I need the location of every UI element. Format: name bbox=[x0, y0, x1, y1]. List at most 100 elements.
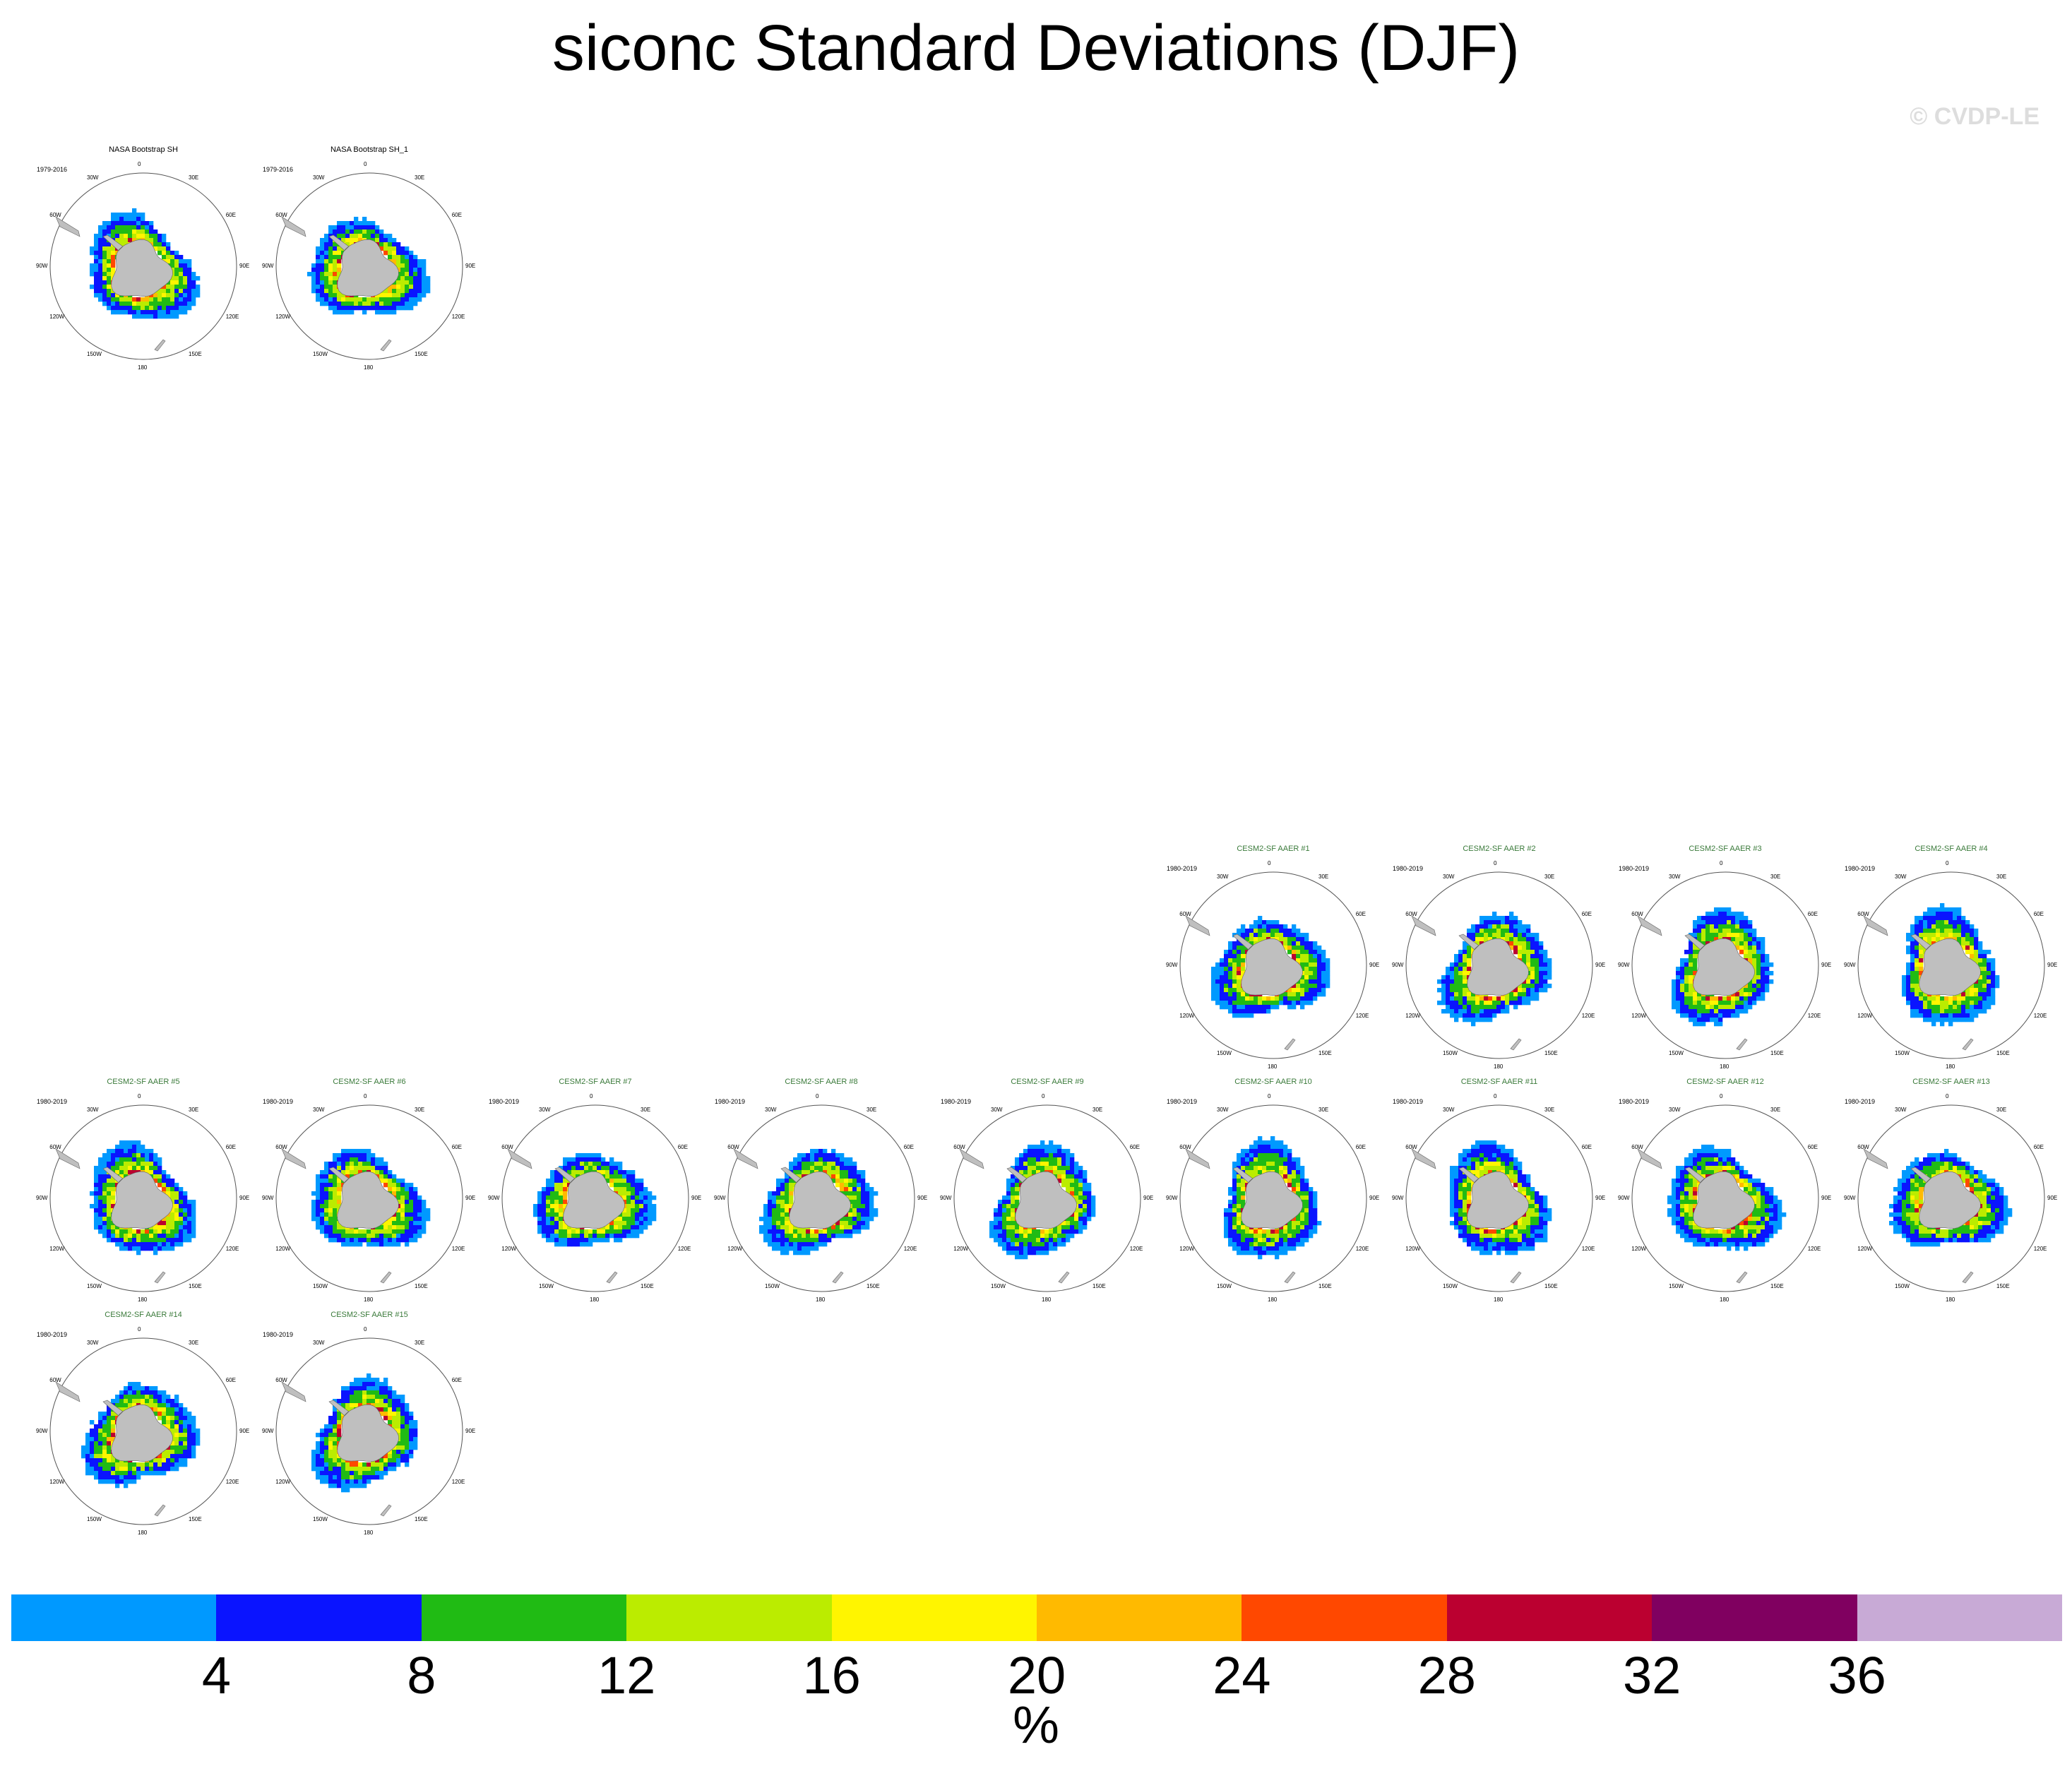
longitude-label: 60W bbox=[275, 1377, 287, 1383]
longitude-label: 30E bbox=[189, 1107, 199, 1114]
antarctica-landmass bbox=[1232, 934, 1303, 996]
longitude-label: 180 bbox=[1720, 1296, 1729, 1303]
longitude-label: 30W bbox=[765, 1107, 777, 1114]
south-america-landmass bbox=[281, 1381, 306, 1402]
longitude-label: 60W bbox=[1857, 911, 1869, 917]
longitude-label: 120E bbox=[451, 1246, 465, 1252]
antarctica-landmass bbox=[1910, 1167, 1981, 1229]
panel-title: CESM2-SF AAER #10 bbox=[1234, 1078, 1312, 1086]
longitude-label: 120E bbox=[2033, 1246, 2047, 1252]
longitude-label: 60E bbox=[225, 1377, 236, 1383]
longitude-label: 90W bbox=[1392, 1195, 1404, 1201]
longitude-label: 60E bbox=[903, 1144, 914, 1150]
longitude-label: 60E bbox=[225, 1144, 236, 1150]
south-america-landmass bbox=[1637, 1148, 1662, 1169]
south-america-landmass bbox=[1863, 1148, 1888, 1169]
longitude-label: 150E bbox=[1092, 1282, 1106, 1289]
longitude-label: 90W bbox=[1618, 962, 1630, 968]
longitude-label: 60W bbox=[953, 1144, 965, 1150]
panel-title: CESM2-SF AAER #4 bbox=[1915, 845, 1988, 853]
polar-map bbox=[275, 172, 463, 360]
longitude-label: 150E bbox=[867, 1282, 880, 1289]
map-panel: CESM2-SF AAER #3 1980-2019 0 30E 60E 90E 120E 1… bbox=[1616, 844, 1835, 1084]
longitude-label: 90E bbox=[691, 1195, 702, 1201]
longitude-label: 90W bbox=[262, 1195, 274, 1201]
longitude-label: 90E bbox=[465, 263, 476, 269]
panel-years: 1980-2019 bbox=[1167, 865, 1198, 872]
south-america-landmass bbox=[1637, 915, 1662, 936]
sea-ice-field bbox=[1672, 907, 1774, 1027]
longitude-label: 60W bbox=[1179, 1144, 1191, 1150]
south-america-landmass bbox=[1185, 915, 1210, 936]
longitude-label: 90E bbox=[917, 1195, 928, 1201]
longitude-label: 90E bbox=[1821, 962, 1832, 968]
colorbar-tick-label: 16 bbox=[802, 1646, 861, 1705]
longitude-label: 90W bbox=[262, 263, 274, 269]
longitude-label: 30W bbox=[87, 174, 99, 181]
longitude-label: 0 bbox=[138, 1326, 141, 1332]
longitude-label: 180 bbox=[1042, 1296, 1052, 1303]
longitude-label: 60W bbox=[275, 212, 287, 218]
longitude-label: 0 bbox=[1268, 860, 1271, 866]
sea-ice-field bbox=[1902, 903, 2000, 1027]
longitude-label: 0 bbox=[1720, 860, 1723, 866]
panel-title: CESM2-SF AAER #9 bbox=[1011, 1078, 1084, 1086]
polar-map bbox=[275, 1104, 463, 1292]
longitude-label: 90W bbox=[1844, 962, 1856, 968]
longitude-label: 0 bbox=[1946, 1093, 1949, 1099]
antarctica-landmass bbox=[102, 1167, 173, 1229]
colorbar-segment bbox=[11, 1594, 217, 1641]
new-zealand-landmass bbox=[154, 1504, 166, 1517]
antarctica-landmass bbox=[328, 1400, 399, 1462]
page-title: siconc Standard Deviations (DJF) bbox=[552, 12, 1520, 84]
polar-map bbox=[49, 172, 237, 360]
colorbar-tick-label: 8 bbox=[407, 1646, 436, 1705]
colorbar-ticks: 4 8 12 16 20 24 28 32 36 bbox=[0, 1645, 2072, 1709]
longitude-label: 0 bbox=[1494, 1093, 1497, 1099]
longitude-label: 150E bbox=[189, 1282, 202, 1289]
longitude-label: 180 bbox=[364, 364, 374, 371]
longitude-label: 180 bbox=[1946, 1063, 1955, 1070]
longitude-label: 150E bbox=[1544, 1049, 1558, 1056]
map-panel: CESM2-SF AAER #13 1980-2019 0 30E 60E 90E 120E… bbox=[1842, 1077, 2061, 1317]
longitude-label: 30E bbox=[415, 1340, 425, 1347]
panel-years: 1980-2019 bbox=[37, 1098, 68, 1105]
longitude-label: 150E bbox=[189, 1515, 202, 1522]
longitude-label: 120E bbox=[451, 1479, 465, 1485]
longitude-label: 150W bbox=[765, 1282, 780, 1289]
panel-years: 1980-2019 bbox=[37, 1331, 68, 1338]
longitude-label: 90W bbox=[36, 263, 48, 269]
longitude-label: 60W bbox=[1405, 1144, 1417, 1150]
south-america-landmass bbox=[281, 216, 306, 237]
map-panel: CESM2-SF AAER #14 1980-2019 0 30E 60E 90E 120E… bbox=[34, 1310, 253, 1550]
longitude-label: 0 bbox=[590, 1093, 593, 1099]
longitude-label: 90E bbox=[1595, 962, 1606, 968]
longitude-label: 180 bbox=[138, 364, 148, 371]
panel-years: 1980-2019 bbox=[941, 1098, 972, 1105]
longitude-label: 90W bbox=[36, 1195, 48, 1201]
longitude-label: 120W bbox=[953, 1246, 969, 1252]
longitude-label: 30E bbox=[867, 1107, 877, 1114]
longitude-label: 90E bbox=[1369, 962, 1380, 968]
longitude-label: 90W bbox=[262, 1428, 274, 1434]
longitude-label: 30W bbox=[1895, 1107, 1907, 1114]
colorbar-tick-label: 24 bbox=[1213, 1646, 1271, 1705]
panel-years: 1980-2019 bbox=[1167, 1098, 1198, 1105]
longitude-label: 30W bbox=[313, 1340, 325, 1347]
longitude-label: 90W bbox=[488, 1195, 500, 1201]
longitude-label: 30E bbox=[641, 1107, 651, 1114]
antarctica-landmass bbox=[102, 234, 173, 297]
new-zealand-landmass bbox=[1284, 1038, 1296, 1051]
longitude-label: 120W bbox=[727, 1246, 743, 1252]
polar-map bbox=[1857, 1104, 2045, 1292]
longitude-label: 150W bbox=[87, 350, 102, 357]
map-panel: CESM2-SF AAER #2 1980-2019 0 30E 60E 90E 120E 1… bbox=[1390, 844, 1609, 1084]
map-panel: CESM2-SF AAER #11 1980-2019 0 30E 60E 90E 120E… bbox=[1390, 1077, 1609, 1317]
panel-title: CESM2-SF AAER #2 bbox=[1463, 845, 1536, 853]
longitude-label: 120W bbox=[1857, 1246, 1873, 1252]
longitude-label: 120E bbox=[1581, 1246, 1595, 1252]
polar-map bbox=[1405, 1104, 1593, 1292]
longitude-label: 150W bbox=[1217, 1282, 1232, 1289]
antarctica-landmass bbox=[102, 1400, 173, 1462]
colorbar-segment bbox=[831, 1594, 1037, 1641]
